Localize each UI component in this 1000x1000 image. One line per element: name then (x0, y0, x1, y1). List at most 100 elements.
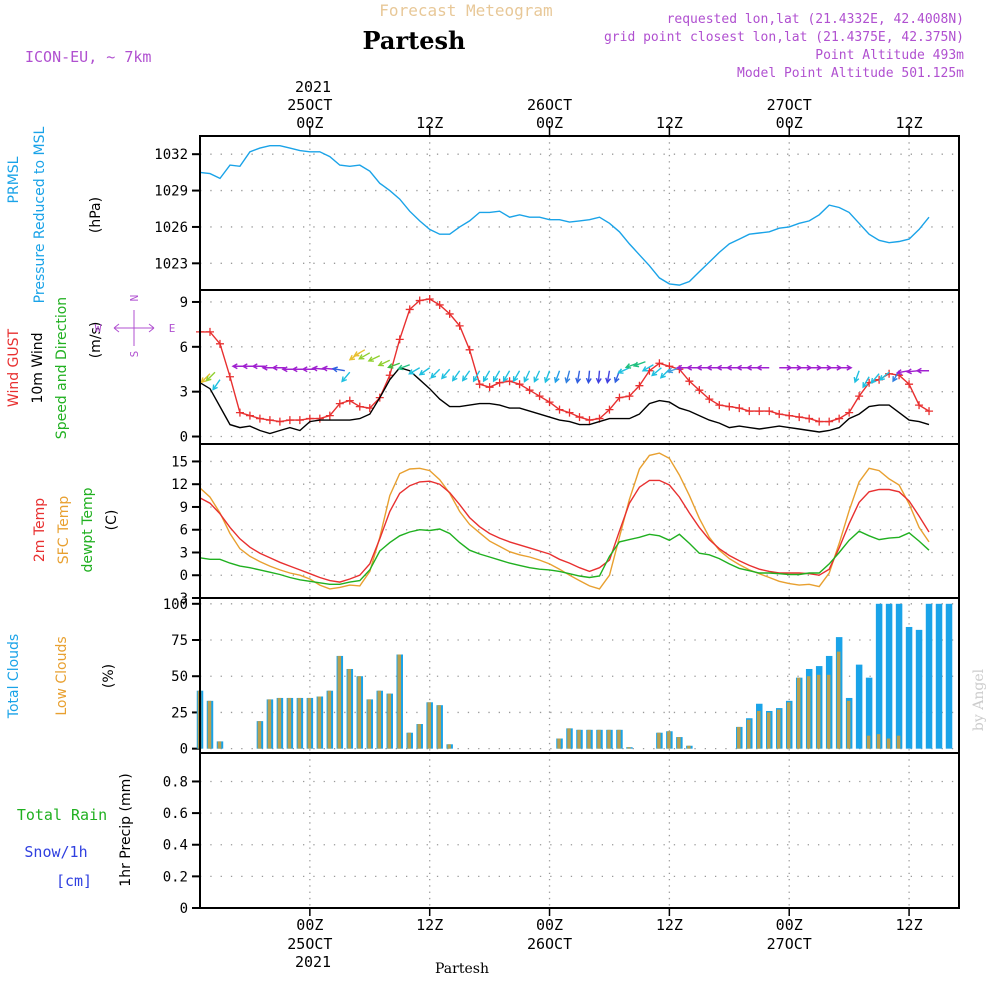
y-tick-label: 0 (180, 742, 188, 758)
y-tick-label: 75 (171, 633, 188, 649)
wind-arrow (271, 364, 285, 371)
wind-arrow (430, 368, 441, 379)
y-tick-label: 6 (180, 340, 188, 356)
gust-marker (395, 335, 404, 344)
bar-low-clouds (757, 710, 761, 749)
y-tick-label: 0.2 (163, 869, 188, 885)
wind-arrow (839, 364, 853, 371)
gust-marker (405, 305, 414, 314)
bar-low-clouds (407, 732, 411, 749)
bar-low-clouds (557, 738, 561, 749)
gust-marker (705, 395, 714, 404)
x-date-label-bottom: 25OCT (287, 935, 332, 953)
bar-low-clouds (287, 697, 292, 749)
gust-marker (505, 377, 514, 386)
gust-marker (345, 396, 354, 405)
gust-marker (255, 414, 264, 423)
bar-low-clouds (317, 696, 322, 749)
bar-total-clouds (865, 677, 873, 749)
gust-marker (495, 378, 504, 387)
wind-arrow (251, 363, 265, 370)
y-tick-label: 0.4 (163, 838, 188, 854)
x-hour-label-bottom: 12Z (656, 916, 683, 934)
gust-marker (855, 392, 864, 401)
gust-marker (515, 380, 524, 389)
bar-total-clouds (915, 629, 923, 749)
wind-arrow (367, 355, 381, 362)
bar-low-clouds (327, 690, 332, 749)
bar-low-clouds (786, 702, 791, 749)
x-date-label-bottom: 27OCT (767, 935, 812, 953)
bar-low-clouds (607, 729, 611, 749)
top-title: Forecast Meteogram (379, 1, 552, 20)
gust-marker (245, 411, 254, 420)
y-tick-label: 0 (180, 901, 188, 917)
gust-marker (825, 417, 834, 426)
y-axis-label: Total Clouds (6, 634, 22, 719)
gust-marker (905, 380, 914, 389)
y-tick-label: 9 (180, 295, 188, 311)
bar-total-clouds (895, 603, 903, 749)
gust-marker (455, 321, 464, 330)
footer-label: Partesh (435, 961, 489, 977)
gust-marker (605, 405, 614, 414)
line-pressure (199, 145, 930, 286)
gust-marker (465, 345, 474, 354)
bar-low-clouds (387, 693, 391, 749)
model-label: ICON-EU, ~ 7km (25, 48, 151, 66)
bottom-year: 2021 (295, 953, 331, 971)
gust-marker (565, 408, 574, 417)
gust-marker (435, 300, 444, 309)
wind-arrow (492, 370, 501, 383)
gust-marker (425, 294, 434, 303)
y-axis-label: (m/s) (88, 322, 104, 359)
y-tick-label: 12 (171, 477, 188, 493)
bar-low-clouds (577, 729, 581, 749)
bar-low-clouds (297, 697, 302, 749)
gust-marker (755, 407, 764, 416)
bar-low-clouds (267, 699, 272, 749)
info-line-1: requested lon,lat (21.4332E, 42.4008N) (667, 12, 964, 27)
gust-marker (615, 393, 624, 402)
bar-low-clouds (846, 700, 851, 749)
gust-marker (295, 416, 304, 425)
bar-low-clouds (397, 654, 401, 749)
gust-marker (315, 414, 324, 423)
time-axis: 00Z00Z25OCT25OCT12Z12Z00Z00Z26OCT26OCT12… (287, 96, 922, 953)
gust-marker (335, 399, 344, 408)
y-tick-label: 1029 (154, 184, 188, 200)
gust-marker (415, 296, 424, 305)
wind-arrow (512, 370, 521, 383)
gust-marker (575, 413, 584, 422)
bar-low-clouds (627, 747, 631, 749)
bar-low-clouds (447, 744, 451, 749)
wind-arrow (358, 352, 371, 360)
y-tick-label: 3 (180, 385, 188, 401)
y-axis-label: (%) (101, 664, 117, 688)
wind-arrow (659, 368, 670, 379)
bar-low-clouds (277, 697, 282, 749)
compass-east: E (169, 322, 176, 335)
bar-total-clouds (935, 603, 943, 749)
y-axis-label: PRMSL (6, 156, 22, 203)
x-date-label-top: 27OCT (767, 96, 812, 114)
y-tick-label: 0 (180, 568, 188, 584)
gust-marker (685, 377, 694, 386)
info-line-2: grid point closest lon,lat (21.4375E, 42… (604, 30, 964, 45)
y-axis-label: 2m Temp (32, 498, 48, 562)
bar-total-clouds (945, 603, 953, 749)
x-hour-label-bottom: 00Z (536, 916, 563, 934)
wind-arrow (585, 370, 592, 385)
wind-arrow (451, 370, 461, 382)
bar-low-clouds (737, 726, 741, 749)
location-title: Partesh (363, 26, 466, 55)
bar-low-clouds (866, 735, 871, 749)
y-tick-label: 9 (180, 500, 188, 516)
bar-low-clouds (377, 690, 382, 749)
bar-low-clouds (886, 738, 891, 749)
wind-arrow (472, 370, 481, 383)
y-tick-label: 25 (171, 705, 188, 721)
watermark: by Angel (971, 668, 987, 731)
gust-marker (545, 398, 554, 407)
wind-arrow (397, 364, 410, 371)
